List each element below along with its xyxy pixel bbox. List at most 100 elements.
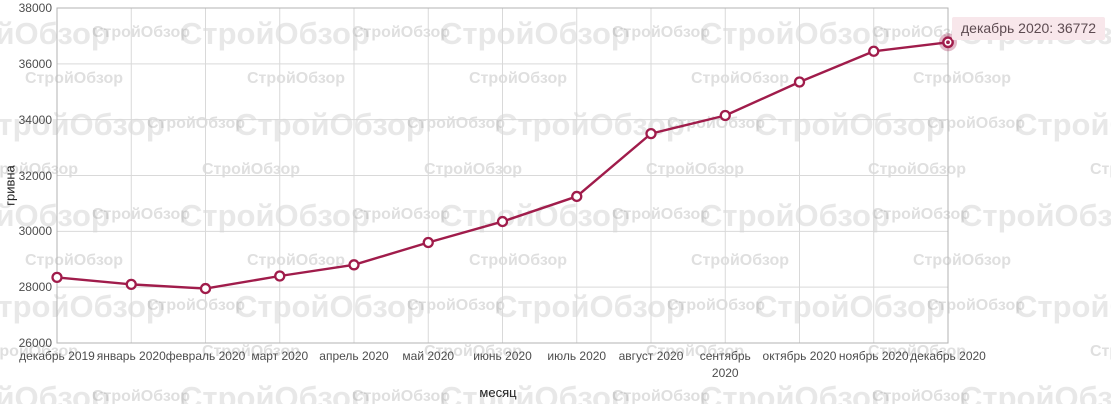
watermark-text: СтройОбзор (691, 252, 789, 269)
watermark-text: СтройОбзор (147, 297, 245, 314)
data-point[interactable] (571, 190, 583, 203)
data-point[interactable] (51, 271, 63, 284)
watermark-text: СтройОбзор (440, 16, 630, 51)
watermark-text: СтройОбзор (646, 161, 744, 178)
watermark-text: СтройОбзор (872, 24, 970, 41)
watermark-text: СтройОбзор (247, 252, 345, 269)
y-tick-label: 32000 (18, 168, 52, 183)
watermark-text: СтройОбзор (0, 343, 78, 360)
watermark-text: СтройОбзор (469, 70, 567, 87)
watermark-text: СтройОбзор (913, 70, 1011, 87)
watermark-text: СтройОбзор (913, 252, 1011, 269)
x-tick-label: апрель 2020 (319, 349, 389, 363)
watermark-text: СтройОбзор (0, 16, 110, 51)
data-point[interactable] (125, 278, 137, 291)
x-tick-label: июнь 2020 (473, 349, 532, 363)
data-point[interactable] (868, 45, 880, 57)
x-tick-label: ноябрь 2020 (838, 349, 909, 363)
y-tick-label: 36000 (18, 56, 52, 71)
y-tick-label: 26000 (18, 336, 52, 350)
watermark-text: СтройОбзор (667, 297, 765, 314)
watermark-text: СтройОбзор (646, 343, 744, 360)
watermark-text: СтройОбзор (92, 24, 190, 41)
watermark-text: СтройОбзор (0, 380, 110, 404)
data-point[interactable] (496, 215, 509, 228)
watermark-text: СтройОбзор (25, 252, 123, 269)
watermark-text: СтройОбзор (927, 297, 1025, 314)
watermark-text: СтройОбзор (92, 206, 190, 223)
watermark-text: СтройОбзор (927, 115, 1025, 132)
watermark-text: СтройОбзор (407, 297, 505, 314)
watermark-text: СтройОбзор (25, 70, 123, 87)
watermark-text: СтройОбзор (1015, 289, 1111, 324)
x-tick-label: октябрь 2020 (762, 349, 837, 363)
watermark-text: СтройОбзор (1015, 107, 1111, 142)
data-point[interactable] (719, 109, 731, 122)
watermark-text: СтройОбзор (92, 388, 190, 404)
watermark-text: СтройОбзор (424, 161, 522, 178)
watermark-text: СтройОбзор (868, 343, 966, 360)
plot-border (56, 7, 949, 344)
watermark-text: СтройОбзор (180, 380, 370, 404)
data-point[interactable] (274, 270, 286, 282)
watermark-text: СтройОбзор (352, 206, 450, 223)
watermark-text: СтройОбзор (440, 380, 630, 404)
watermark-text: СтройОбзор (612, 24, 710, 41)
y-tick-label: 30000 (18, 224, 52, 239)
watermark-text: СтройОбзор (495, 289, 685, 324)
watermark-text: СтройОбзор (755, 107, 945, 142)
watermark-text: СтройОбзор (235, 289, 425, 324)
watermark-text: СтройОбзор (235, 107, 425, 142)
x-axis-title: месяц (479, 385, 517, 400)
watermark-text: СтройОбзор (960, 198, 1111, 233)
data-point[interactable] (199, 282, 212, 295)
watermark-text: СтройОбзор (872, 388, 970, 404)
watermark-text: СтройОбзор (0, 198, 110, 233)
highlight-dot (946, 40, 950, 45)
x-tick-label: декабрь 2019 (19, 349, 95, 363)
x-tick-label: август 2020 (618, 349, 684, 363)
watermark-text: СтройОбзор (0, 161, 78, 178)
x-tick-label: декабрь 2020 (910, 349, 986, 363)
watermark-text: СтройОбзор (180, 198, 370, 233)
data-point[interactable] (422, 236, 434, 249)
watermark-text: СтройОбзор (180, 16, 370, 51)
x-tick-label: сентябрь 2020 (699, 349, 751, 380)
watermark-text: СтройОбзор (872, 206, 970, 223)
watermark-text: СтройОбзор (700, 198, 890, 233)
watermark-text: СтройОбзор (202, 343, 300, 360)
x-tick-label: февраль 2020 (165, 349, 246, 363)
watermark-text: СтройОбзор (469, 252, 567, 269)
y-axis-title: гривна (2, 165, 18, 206)
x-tick-label: май 2020 (402, 349, 455, 363)
y-tick-label: 28000 (18, 280, 52, 295)
watermark-text: СтройОбзор (700, 380, 890, 404)
watermark-text: СтройОбзор (960, 380, 1111, 404)
y-tick-label: 38000 (18, 1, 52, 15)
watermark-text: СтройОбзор (868, 161, 966, 178)
data-point[interactable] (793, 76, 806, 88)
data-point[interactable] (645, 127, 657, 140)
y-tick-label: 34000 (18, 112, 52, 127)
watermark-text: СтройОбзор (352, 388, 450, 404)
tooltip: декабрь 2020: 36772 (952, 17, 1106, 40)
watermark-text: СтройОбзор (755, 289, 945, 324)
x-tick-label: январь 2020 (96, 349, 166, 363)
watermark-text: СтройОбзор (1090, 161, 1111, 178)
watermark-text: СтройОбзор (700, 16, 890, 51)
watermark-text: СтройОбзор (424, 343, 522, 360)
data-point[interactable] (348, 259, 360, 271)
watermark-text: СтройОбзор (440, 198, 630, 233)
watermark-text: СтройОбзор (352, 24, 450, 41)
watermark-text: СтройОбзор (691, 70, 789, 87)
watermark-text: СтройОбзор (0, 289, 165, 324)
watermark-text: СтройОбзор (612, 388, 710, 404)
x-tick-label: июль 2020 (547, 349, 607, 363)
watermark-text: СтройОбзор (0, 107, 165, 142)
watermark-text: СтройОбзор (202, 161, 300, 178)
watermark-text: СтройОбзор (1090, 343, 1111, 360)
watermark-text: СтройОбзор (612, 206, 710, 223)
